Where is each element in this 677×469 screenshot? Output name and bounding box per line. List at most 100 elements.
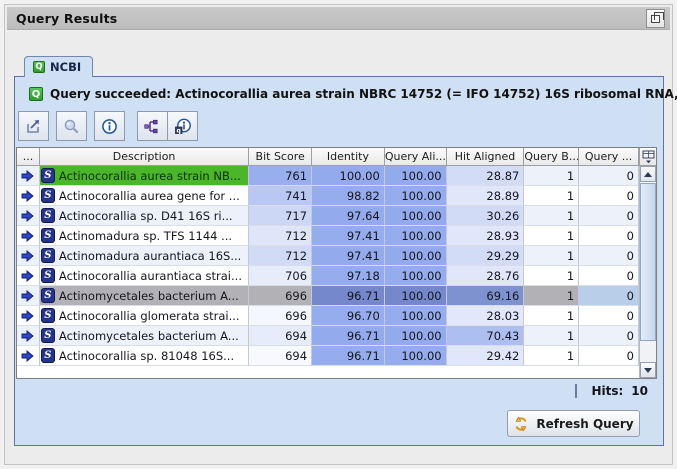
description-cell[interactable]: S Actinocorallia glomerata strai... xyxy=(39,306,250,326)
query-end-cell[interactable]: 0 xyxy=(579,226,639,246)
description-cell[interactable]: S Actinomycetales bacterium A... xyxy=(39,326,250,346)
description-cell[interactable]: S Actinocorallia sp. D41 16S ri... xyxy=(39,206,250,226)
query-aligned-cell[interactable]: 100.00 xyxy=(384,206,447,226)
alignment-tree-button[interactable] xyxy=(137,111,168,141)
query-end-cell[interactable]: 0 xyxy=(579,346,639,366)
hit-aligned-cell[interactable]: 28.89 xyxy=(446,186,525,206)
description-cell[interactable]: S Actinomadura aurantiaca 16S... xyxy=(39,246,250,266)
table-row[interactable]: S Actinocorallia aurantiaca strai... 706 97… xyxy=(17,266,639,286)
hit-aligned-cell[interactable]: 69.16 xyxy=(446,286,525,306)
scroll-up-button[interactable] xyxy=(640,166,656,182)
column-chooser-button[interactable] xyxy=(639,148,656,166)
query-begin-cell[interactable]: 1 xyxy=(524,286,580,306)
bit-score-cell[interactable]: 696 xyxy=(249,286,313,306)
search-button[interactable] xyxy=(56,111,87,141)
hit-marker-cell[interactable] xyxy=(17,166,40,186)
bit-score-cell[interactable]: 712 xyxy=(249,226,313,246)
query-end-cell[interactable]: 0 xyxy=(579,266,639,286)
hit-aligned-cell[interactable]: 29.29 xyxy=(446,246,525,266)
hit-marker-cell[interactable] xyxy=(17,286,40,306)
hit-aligned-cell[interactable]: 28.87 xyxy=(446,166,525,186)
query-begin-cell[interactable]: 1 xyxy=(524,306,580,326)
description-cell[interactable]: S Actinomycetales bacterium A... xyxy=(39,286,250,306)
hit-aligned-cell[interactable]: 30.26 xyxy=(446,206,525,226)
query-begin-cell[interactable]: 1 xyxy=(524,166,580,186)
query-begin-cell[interactable]: 1 xyxy=(524,266,580,286)
query-aligned-cell[interactable]: 100.00 xyxy=(384,266,447,286)
hit-marker-cell[interactable] xyxy=(17,266,40,286)
query-end-cell[interactable]: 0 xyxy=(579,206,639,226)
column-header-query-b[interactable]: Query B... xyxy=(524,148,580,166)
identity-cell[interactable]: 96.70 xyxy=(312,306,385,326)
query-aligned-cell[interactable]: 100.00 xyxy=(384,326,447,346)
query-begin-cell[interactable]: 1 xyxy=(524,246,580,266)
column-header-[interactable]: ... xyxy=(17,148,40,166)
table-row[interactable]: S Actinocorallia sp. D41 16S ri... 717 97.6… xyxy=(17,206,639,226)
identity-cell[interactable]: 97.41 xyxy=(312,246,385,266)
query-end-cell[interactable]: 0 xyxy=(579,166,639,186)
details-info-button[interactable] xyxy=(94,111,125,141)
identity-cell[interactable]: 97.41 xyxy=(312,226,385,246)
table-row[interactable]: S Actinocorallia aurea strain NB... 761 100… xyxy=(17,166,639,186)
query-aligned-cell[interactable]: 100.00 xyxy=(384,346,447,366)
column-header-query[interactable]: Query ... xyxy=(579,148,639,166)
hit-marker-cell[interactable] xyxy=(17,326,40,346)
table-row[interactable]: S Actinomycetales bacterium A... 696 96.71 1… xyxy=(17,286,639,306)
identity-cell[interactable]: 97.64 xyxy=(312,206,385,226)
column-header-bit-score[interactable]: Bit Score xyxy=(249,148,313,166)
table-row[interactable]: S Actinocorallia sp. 81048 16S... 694 96.71… xyxy=(17,346,639,366)
identity-cell[interactable]: 96.71 xyxy=(312,346,385,366)
hit-aligned-cell[interactable]: 28.03 xyxy=(446,306,525,326)
scrollbar-thumb[interactable] xyxy=(640,183,656,341)
hit-marker-cell[interactable] xyxy=(17,186,40,206)
query-begin-cell[interactable]: 1 xyxy=(524,206,580,226)
table-row[interactable]: S Actinocorallia glomerata strai... 696 96.… xyxy=(17,306,639,326)
tab-ncbi[interactable]: Q NCBI xyxy=(24,56,94,77)
query-end-cell[interactable]: 0 xyxy=(579,306,639,326)
restore-window-button[interactable] xyxy=(646,9,665,28)
query-info-button[interactable]: q xyxy=(167,111,198,141)
export-results-button[interactable] xyxy=(18,111,49,141)
identity-cell[interactable]: 97.18 xyxy=(312,266,385,286)
query-aligned-cell[interactable]: 100.00 xyxy=(384,226,447,246)
query-aligned-cell[interactable]: 100.00 xyxy=(384,306,447,326)
column-header-query-ali[interactable]: Query Ali... xyxy=(384,148,447,166)
scroll-down-button[interactable] xyxy=(640,362,656,378)
table-row[interactable]: S Actinomycetales bacterium A... 694 96.71 1… xyxy=(17,326,639,346)
query-begin-cell[interactable]: 1 xyxy=(524,346,580,366)
hit-aligned-cell[interactable]: 70.43 xyxy=(446,326,525,346)
vertical-scrollbar[interactable] xyxy=(639,166,656,378)
hit-marker-cell[interactable] xyxy=(17,306,40,326)
hit-aligned-cell[interactable]: 28.93 xyxy=(446,226,525,246)
bit-score-cell[interactable]: 712 xyxy=(249,246,313,266)
identity-cell[interactable]: 96.71 xyxy=(312,286,385,306)
identity-cell[interactable]: 100.00 xyxy=(312,166,385,186)
query-begin-cell[interactable]: 1 xyxy=(524,186,580,206)
description-cell[interactable]: S Actinocorallia aurea gene for ... xyxy=(39,186,250,206)
bit-score-cell[interactable]: 706 xyxy=(249,266,313,286)
hit-aligned-cell[interactable]: 29.42 xyxy=(446,346,525,366)
query-end-cell[interactable]: 0 xyxy=(579,326,639,346)
query-end-cell[interactable]: 0 xyxy=(579,286,639,306)
column-header-hit-aligned[interactable]: Hit Aligned xyxy=(446,148,525,166)
table-row[interactable]: S Actinomadura sp. TFS 1144 ... 712 97.41 10… xyxy=(17,226,639,246)
hit-aligned-cell[interactable]: 28.76 xyxy=(446,266,525,286)
hit-marker-cell[interactable] xyxy=(17,206,40,226)
hit-marker-cell[interactable] xyxy=(17,346,40,366)
query-end-cell[interactable]: 0 xyxy=(579,246,639,266)
description-cell[interactable]: S Actinomadura sp. TFS 1144 ... xyxy=(39,226,250,246)
query-begin-cell[interactable]: 1 xyxy=(524,326,580,346)
description-cell[interactable]: S Actinocorallia sp. 81048 16S... xyxy=(39,346,250,366)
hit-marker-cell[interactable] xyxy=(17,226,40,246)
description-cell[interactable]: S Actinocorallia aurantiaca strai... xyxy=(39,266,250,286)
query-aligned-cell[interactable]: 100.00 xyxy=(384,166,447,186)
query-end-cell[interactable]: 0 xyxy=(579,186,639,206)
description-cell[interactable]: S Actinocorallia aurea strain NB... xyxy=(39,166,250,186)
query-aligned-cell[interactable]: 100.00 xyxy=(384,186,447,206)
query-aligned-cell[interactable]: 100.00 xyxy=(384,246,447,266)
column-header-description[interactable]: Description xyxy=(39,148,250,166)
refresh-query-button[interactable]: Refresh Query xyxy=(507,410,640,437)
table-row[interactable]: S Actinocorallia aurea gene for ... 741 98.… xyxy=(17,186,639,206)
bit-score-cell[interactable]: 694 xyxy=(249,326,313,346)
bit-score-cell[interactable]: 694 xyxy=(249,346,313,366)
